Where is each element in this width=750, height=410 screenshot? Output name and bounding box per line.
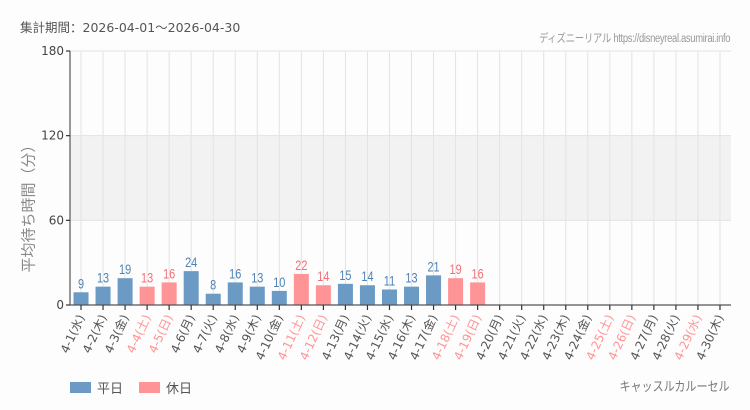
bar[interactable]: [404, 286, 420, 305]
bar-value-label: 15: [339, 268, 351, 284]
shaded-band: [70, 135, 731, 221]
bar[interactable]: [183, 271, 199, 305]
bar-value-label: 10: [273, 275, 285, 291]
legend-item-holiday[interactable]: 休日: [139, 378, 192, 397]
bar-value-label: 16: [163, 266, 175, 282]
site-credit: ディズニーリアル https://disneyreal.asumirai.inf…: [538, 33, 731, 45]
bar[interactable]: [249, 286, 265, 305]
bar-value-label: 8: [210, 277, 216, 293]
bar-value-label: 16: [229, 266, 241, 282]
y-tick-label: 0: [56, 298, 64, 312]
bar[interactable]: [205, 293, 221, 305]
bar-value-label: 14: [317, 269, 329, 285]
bar[interactable]: [271, 290, 287, 305]
legend-item-weekday[interactable]: 平日: [70, 378, 123, 397]
bar[interactable]: [470, 282, 486, 305]
bar[interactable]: [381, 289, 397, 305]
bar[interactable]: [359, 285, 375, 305]
bar[interactable]: [337, 283, 353, 305]
bar[interactable]: [73, 292, 89, 305]
bar[interactable]: [117, 278, 133, 305]
y-tick-label: 180: [41, 44, 64, 58]
bar-value-label: 24: [185, 255, 197, 271]
bar-value-label: 11: [384, 273, 395, 289]
bar-value-label: 13: [97, 270, 109, 286]
attraction-name: キャッスルカルーセル: [619, 380, 730, 395]
bar[interactable]: [315, 285, 331, 305]
bar-value-label: 22: [295, 258, 307, 274]
bar[interactable]: [139, 286, 155, 305]
bar-value-label: 16: [472, 266, 484, 282]
legend-holiday-label: 休日: [166, 382, 193, 397]
weekday-swatch: [70, 382, 91, 393]
y-tick-label: 120: [41, 129, 64, 143]
bar[interactable]: [293, 273, 309, 305]
bar-value-label: 13: [141, 270, 153, 286]
bar[interactable]: [95, 286, 111, 305]
bar-value-label: 9: [78, 276, 84, 292]
holiday-swatch: [139, 382, 161, 393]
bar[interactable]: [227, 282, 243, 305]
legend-weekday-label: 平日: [97, 382, 124, 397]
bar[interactable]: [426, 275, 442, 305]
legend: 平日 休日: [70, 378, 208, 397]
bar-value-label: 13: [251, 270, 263, 286]
period-label: 集計期間：2026-04-01〜2026-04-30: [20, 20, 241, 35]
bar-value-label: 19: [450, 262, 462, 278]
bar-value-label: 19: [119, 262, 131, 278]
bar[interactable]: [448, 278, 464, 305]
y-tick-label: 60: [49, 213, 64, 227]
bar-value-label: 21: [427, 259, 439, 275]
bar-value-label: 13: [405, 270, 417, 286]
bar-value-label: 14: [361, 269, 373, 285]
bar[interactable]: [161, 282, 177, 305]
